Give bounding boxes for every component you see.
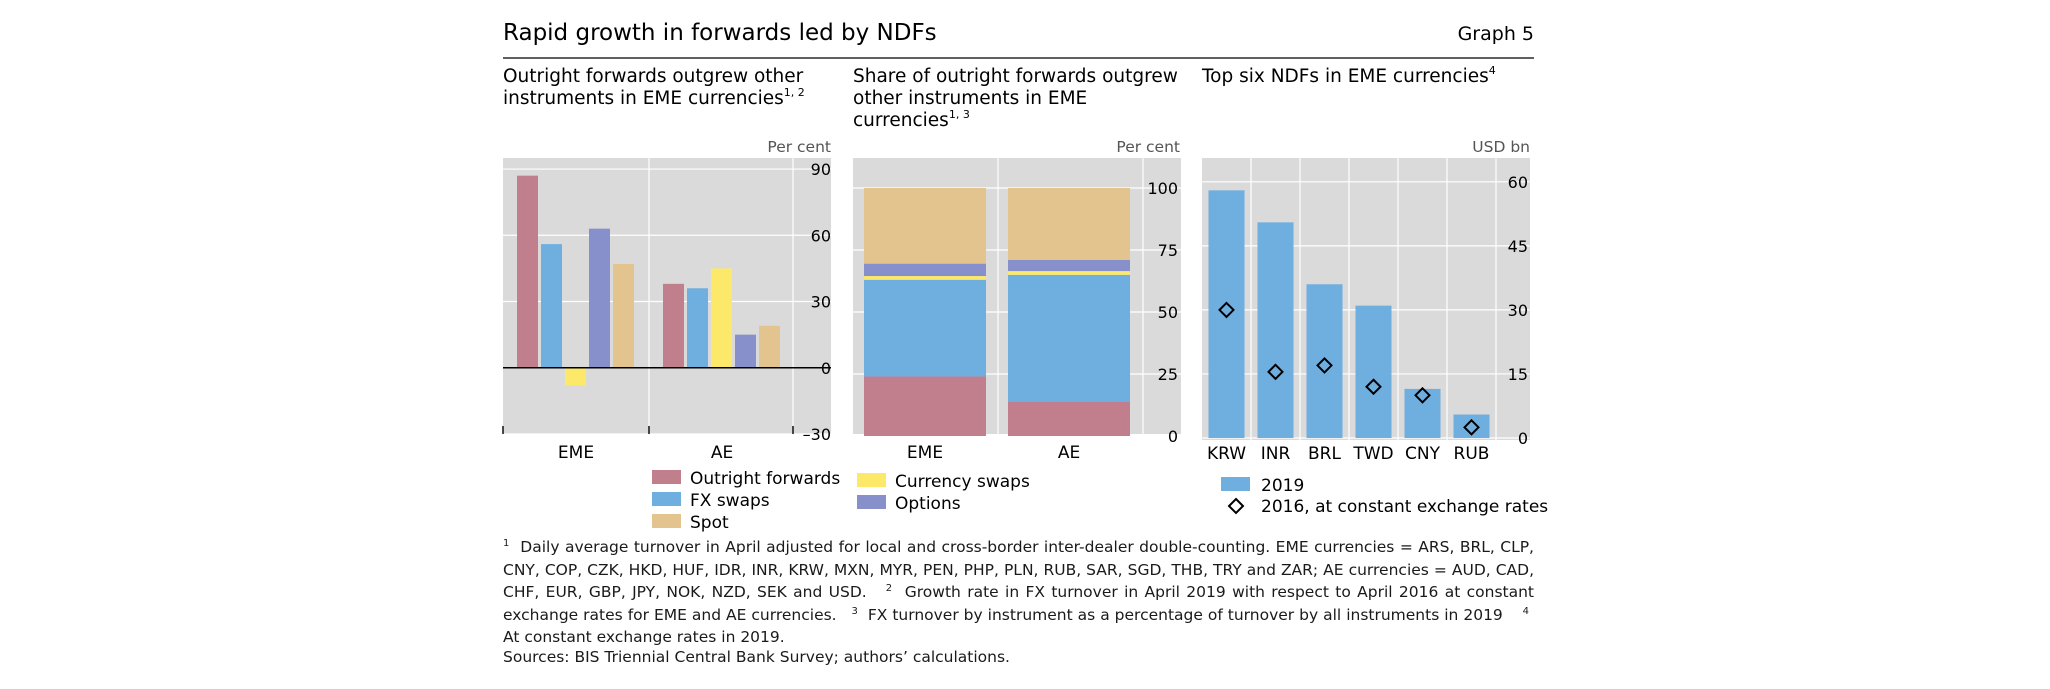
legend-swatch-2019 (1221, 477, 1250, 491)
bar-options-ae (735, 334, 756, 368)
y-tick-label: 60 (1508, 173, 1528, 192)
x-tick-label: CNY (1405, 444, 1441, 464)
legend-label-spot: Spot (690, 513, 729, 533)
y-tick-label: 25 (1158, 365, 1178, 384)
legend-diamond-2016 (1227, 497, 1245, 515)
footnotes: 1 Daily average turnover in April adjust… (503, 536, 1534, 649)
bar-options-eme (864, 263, 986, 277)
marker-2016-brl (1316, 356, 1333, 374)
x-tick-label: KRW (1207, 444, 1246, 464)
bar-2019-cny (1404, 388, 1441, 438)
y-tick-label: 75 (1158, 241, 1178, 260)
footnote-marker-2: 2 (885, 583, 893, 594)
y-tick-label: –30 (803, 425, 831, 444)
bar-spot-ae (1008, 188, 1130, 260)
x-tick-label: EME (907, 443, 943, 463)
footnote-4: At constant exchange rates in 2019. (503, 628, 785, 646)
footnote-marker-4: 4 (1522, 605, 1530, 617)
bar-outright-forwards-eme (864, 376, 986, 436)
legend-label-2019: 2019 (1261, 476, 1304, 496)
bar-2019-inr (1257, 222, 1294, 438)
panel3-chart: 60 45 30 15 0 KRW INR BRL TWD CNY RUB (1202, 158, 1530, 464)
legend-swatch-options (857, 495, 886, 509)
bar-spot-eme (864, 188, 986, 264)
marker-2016-rub (1463, 418, 1480, 436)
y-tick-label: 60 (811, 226, 831, 245)
legend-swatch-fx-swaps (652, 492, 681, 506)
bar-options-eme (589, 228, 610, 368)
bar-2019-krw (1208, 190, 1245, 438)
bar-fx-swaps-ae (687, 288, 708, 368)
x-tick-label: BRL (1308, 444, 1341, 464)
x-tick-label: TWD (1352, 444, 1393, 464)
bar-currency-swaps-ae (1008, 271, 1130, 275)
graph-title: Rapid growth in forwards led by NDFs (503, 20, 937, 46)
footnote-marker-3: 3 (851, 605, 858, 617)
bar-fx-swaps-eme (541, 244, 562, 368)
panel3-title: Top six NDFs in EME currencies4 (1201, 64, 1496, 87)
y-tick-label: 100 (1147, 179, 1178, 198)
marker-2016-twd (1365, 378, 1382, 396)
bar-currency-swaps-eme (864, 276, 986, 280)
bar-currency-swaps-ae (711, 268, 732, 368)
y-tick-label: 0 (1168, 427, 1178, 446)
panel1-unit: Per cent (767, 138, 831, 156)
x-tick-label: AE (711, 443, 733, 463)
bar-2019-rub (1453, 414, 1490, 438)
legend-swatch-outright (652, 470, 681, 484)
legend-label-currency-swaps: Currency swaps (895, 472, 1030, 492)
y-tick-label: 15 (1508, 365, 1528, 384)
legend-label-outright: Outright forwards (690, 469, 840, 489)
y-tick-label: 30 (1508, 301, 1528, 320)
legend-label-fx-swaps: FX swaps (690, 491, 770, 511)
bar-outright-forwards-ae (1008, 401, 1130, 436)
x-tick-label: AE (1058, 443, 1080, 463)
footnote-1: Daily average turnover in April adjusted… (503, 538, 1534, 601)
bar-fx-swaps-ae (1008, 274, 1130, 402)
sources: Sources: BIS Triennial Central Bank Surv… (503, 648, 1010, 666)
marker-2016-inr (1267, 363, 1284, 381)
graph-label: Graph 5 (1458, 23, 1534, 45)
bar-spot-ae (759, 325, 780, 368)
x-tick-label: INR (1261, 444, 1291, 464)
bar-2019-twd (1355, 305, 1392, 438)
y-tick-label: 45 (1508, 237, 1528, 256)
legend-swatch-currency-swaps (857, 473, 886, 487)
bar-spot-eme (613, 263, 634, 368)
footnote-marker-1: 1 (503, 538, 510, 549)
bar-options-ae (1008, 259, 1130, 272)
legend-left: Outright forwards FX swaps Spot Currency… (652, 469, 1030, 533)
bar-currency-swaps-eme (565, 367, 586, 386)
panel2-chart: 100 75 50 25 0 EME AE (853, 158, 1181, 463)
legend-swatch-spot (652, 514, 681, 528)
marker-2016-cny (1414, 386, 1431, 404)
panel1-title: Outright forwards outgrew other instrume… (503, 66, 809, 109)
legend-label-options: Options (895, 494, 961, 514)
panel2-title: Share of outright forwards outgrew other… (853, 66, 1184, 131)
bar-outright-forwards-eme (517, 175, 538, 368)
bar-2019-brl (1306, 284, 1343, 438)
y-tick-label: 0 (1518, 429, 1528, 448)
bar-outright-forwards-ae (663, 283, 684, 368)
x-tick-label: RUB (1454, 444, 1490, 464)
bar-fx-swaps-eme (864, 279, 986, 377)
y-tick-label: 50 (1158, 303, 1178, 322)
legend-label-2016: 2016, at constant exchange rates (1261, 497, 1548, 517)
footnote-3: FX turnover by instrument as a percentag… (867, 605, 1503, 624)
y-tick-label: 90 (811, 160, 831, 179)
footnote-2: Growth rate in FX turnover in April 2019… (503, 583, 1534, 624)
x-tick-label: EME (558, 443, 594, 463)
y-tick-label: 30 (811, 293, 831, 312)
panel2-unit: Per cent (1116, 138, 1180, 156)
legend-right: 2019 2016, at constant exchange rates (1221, 476, 1548, 517)
panel3-unit: USD bn (1472, 138, 1530, 156)
marker-2016-krw (1218, 301, 1235, 319)
